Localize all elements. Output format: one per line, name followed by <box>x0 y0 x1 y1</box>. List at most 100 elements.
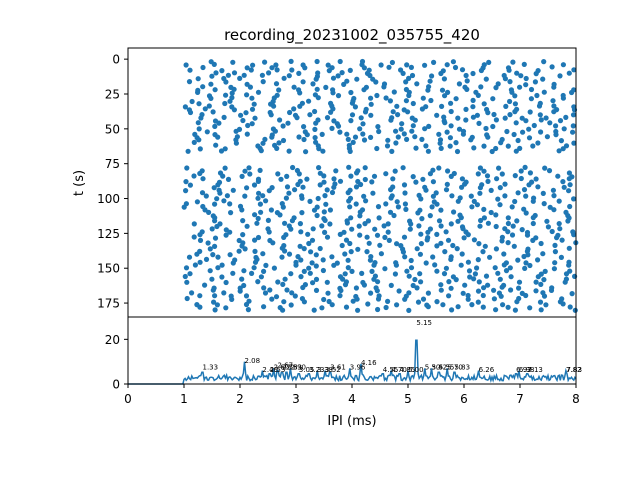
raster-point <box>338 287 344 294</box>
raster-point <box>492 265 498 271</box>
raster-point <box>322 217 328 223</box>
raster-point <box>495 270 501 276</box>
raster-point <box>420 176 426 182</box>
raster-point <box>324 115 331 121</box>
peak-label: 5.15 <box>416 319 432 327</box>
raster-point <box>290 164 296 171</box>
raster-point <box>475 257 481 263</box>
raster-point <box>367 257 373 263</box>
raster-point <box>455 198 461 204</box>
raster-point <box>464 78 470 84</box>
raster-point <box>491 111 497 118</box>
raster-point <box>275 171 281 177</box>
raster-point <box>417 251 423 257</box>
raster-point <box>485 178 491 184</box>
raster-point <box>319 131 325 137</box>
raster-point <box>263 198 269 204</box>
raster-point <box>245 307 251 313</box>
raster-point <box>286 148 292 154</box>
y-tick-label: 50 <box>105 122 120 136</box>
raster-point <box>197 304 203 310</box>
raster-point <box>569 89 575 96</box>
raster-point <box>541 293 548 299</box>
raster-point <box>375 279 381 285</box>
raster-point <box>288 271 294 277</box>
raster-point <box>243 301 250 308</box>
raster-point <box>498 293 504 299</box>
raster-point <box>441 271 448 277</box>
raster-point <box>343 304 350 310</box>
raster-point <box>406 92 412 99</box>
raster-point <box>255 195 261 201</box>
raster-point <box>354 76 360 82</box>
raster-point <box>560 62 567 68</box>
raster-point <box>363 198 369 204</box>
raster-point <box>530 215 536 221</box>
raster-point <box>249 121 255 127</box>
raster-point <box>255 178 261 184</box>
raster-point <box>404 268 410 274</box>
raster-point <box>484 173 491 179</box>
peak-label: 7.13 <box>527 366 543 374</box>
raster-point <box>327 221 333 227</box>
raster-point <box>394 302 400 308</box>
raster-point <box>537 112 543 118</box>
raster-point <box>276 87 282 93</box>
raster-point <box>368 112 374 118</box>
raster-point <box>469 204 475 210</box>
raster-point <box>440 302 446 308</box>
raster-point <box>402 254 408 260</box>
raster-point <box>441 76 447 82</box>
raster-point <box>240 232 246 238</box>
raster-point <box>269 134 275 140</box>
raster-point <box>266 188 272 194</box>
raster-point <box>262 290 269 296</box>
raster-point <box>260 193 266 199</box>
raster-point <box>518 175 524 182</box>
raster-point <box>230 260 236 266</box>
raster-point <box>282 220 288 226</box>
raster-point <box>571 140 577 146</box>
raster-point <box>191 139 197 145</box>
raster-point <box>214 223 220 230</box>
raster-point <box>223 232 229 238</box>
raster-point <box>556 148 562 154</box>
raster-point <box>533 279 539 285</box>
raster-point <box>207 246 213 252</box>
raster-point <box>369 268 375 274</box>
raster-point <box>523 193 529 199</box>
raster-point <box>330 90 336 96</box>
raster-point <box>196 137 202 143</box>
raster-point <box>429 73 435 79</box>
raster-point <box>477 223 483 229</box>
raster-point <box>220 173 226 179</box>
y-tick-label: 175 <box>97 297 120 311</box>
raster-point <box>419 216 425 222</box>
raster-point <box>478 67 484 74</box>
raster-point <box>570 123 576 129</box>
raster-point <box>393 262 399 268</box>
raster-point <box>196 101 202 107</box>
raster-point <box>391 89 397 95</box>
raster-point <box>405 109 411 115</box>
raster-point <box>214 196 220 202</box>
raster-point <box>346 164 352 170</box>
raster-point <box>270 240 276 246</box>
raster-point <box>305 231 311 237</box>
raster-point <box>255 279 261 285</box>
raster-point <box>431 59 437 65</box>
raster-point <box>195 76 201 82</box>
raster-point <box>438 145 444 151</box>
raster-point <box>434 112 440 118</box>
raster-point <box>221 198 227 204</box>
raster-point <box>321 296 327 303</box>
raster-point <box>252 259 259 265</box>
raster-point <box>215 265 221 271</box>
raster-point <box>340 276 346 282</box>
raster-point <box>268 207 274 213</box>
raster-point <box>301 124 307 130</box>
raster-point <box>442 249 448 255</box>
raster-point <box>415 299 422 305</box>
raster-point <box>512 93 518 99</box>
raster-point <box>516 285 522 291</box>
